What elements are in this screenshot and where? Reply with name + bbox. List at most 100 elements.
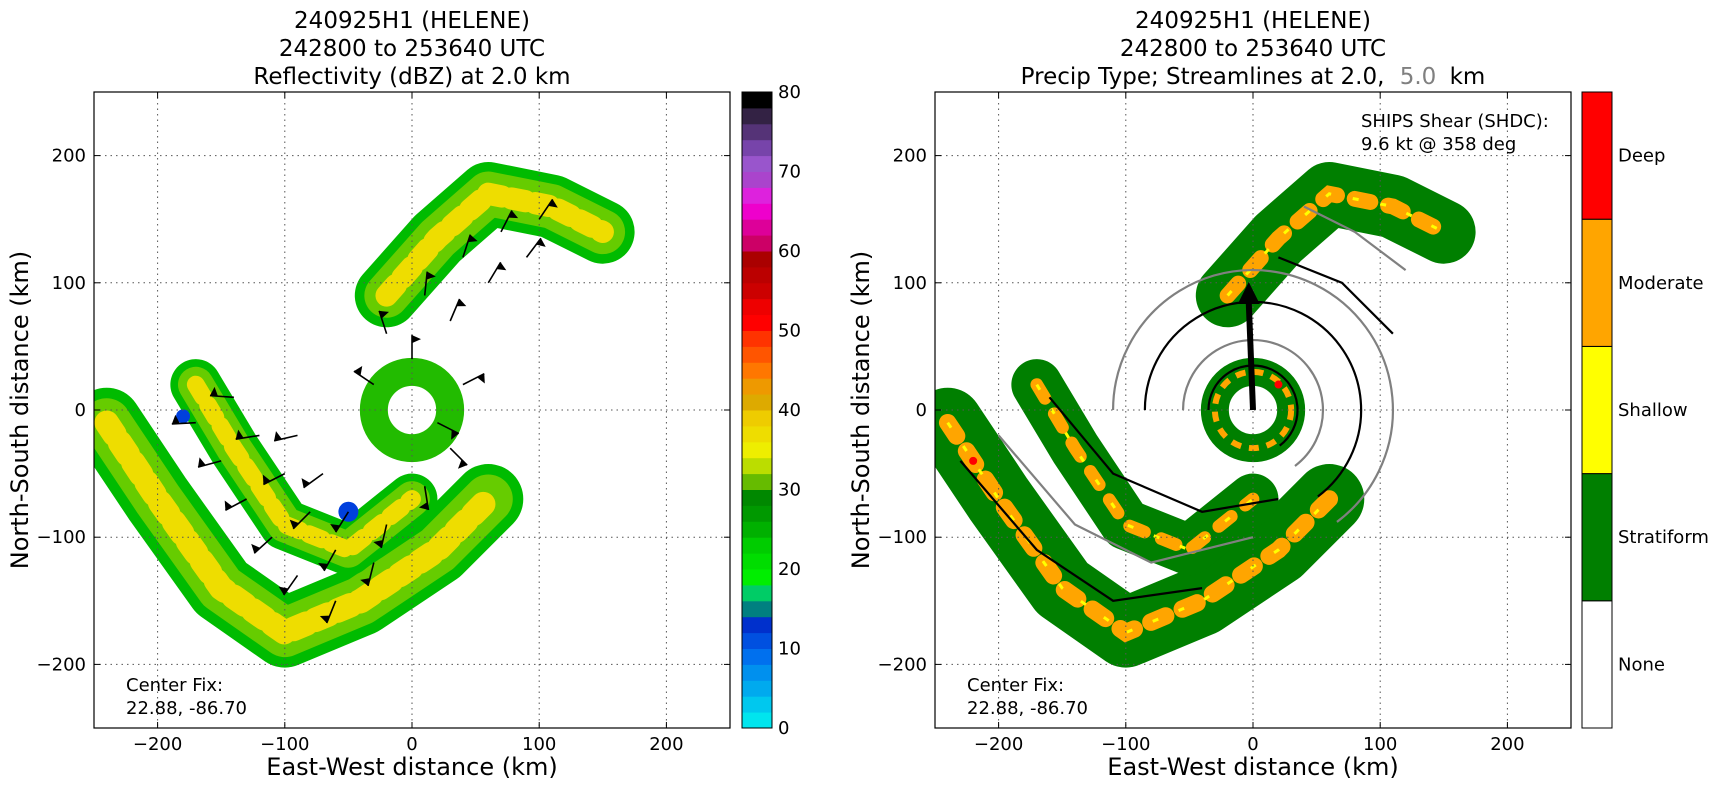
rainband-core <box>186 375 421 559</box>
wind-barb <box>251 536 273 554</box>
right-axis-ticks: −200 −100 0 100 200 −200 −100 0 100 200 <box>878 92 1571 755</box>
colorbar-swatch <box>742 489 772 506</box>
wind-barb-flag <box>262 474 271 485</box>
wind-barb-flag <box>418 502 429 511</box>
colorbar-swatch <box>742 584 772 602</box>
colorbar-swatch <box>742 473 772 490</box>
shear-vector <box>1237 281 1260 411</box>
wind-barb-shaft <box>283 574 299 596</box>
category-label: Stratiform <box>1618 527 1709 548</box>
colorbar-swatch <box>742 569 772 586</box>
right-title-line-2: 242800 to 253640 UTC <box>1120 36 1386 62</box>
wind-barb-shaft <box>423 271 429 296</box>
colorbar-swatch <box>742 410 772 427</box>
wind-barb-flag <box>353 365 363 376</box>
wind-barb-shaft <box>325 600 337 624</box>
wind-barb-shaft <box>462 234 472 258</box>
wind-barb-flag <box>251 543 261 554</box>
wind-barb <box>437 421 460 440</box>
shear-note-line-2: 9.6 kt @ 358 deg <box>1361 134 1516 155</box>
wind-barb <box>289 511 311 530</box>
colorbar-tick-label: 50 <box>778 321 801 342</box>
colorbar-swatch <box>742 139 772 157</box>
left-center-fix-label: Center Fix: <box>126 675 223 696</box>
wind-barb-flag <box>451 429 459 440</box>
colorbar-swatch <box>742 457 772 475</box>
y-tick-label: 200 <box>893 146 927 167</box>
wind-barb <box>462 372 485 386</box>
wind-barb-flag <box>457 459 468 469</box>
wind-barb-flag <box>318 563 328 571</box>
wind-barb-flag <box>209 386 218 397</box>
y-tick-label: 200 <box>52 146 86 167</box>
wind-barb <box>330 511 350 533</box>
colorbar-swatch <box>742 394 772 411</box>
wind-barb <box>353 365 375 386</box>
x-tick-label: −200 <box>974 734 1023 755</box>
category-swatch <box>1581 218 1613 347</box>
wind-barb <box>411 335 421 360</box>
wind-barb-flag <box>198 457 206 468</box>
wind-barb-flag <box>289 519 299 529</box>
x-tick-label: 200 <box>649 734 683 755</box>
colorbar-swatch <box>742 282 772 300</box>
y-tick-label: −200 <box>878 654 927 675</box>
colorbar-swatch <box>742 235 772 252</box>
wind-barb-flag <box>278 586 289 596</box>
wind-barb <box>197 457 222 468</box>
eyewall <box>359 357 465 463</box>
left-x-axis-label: East-West distance (km) <box>266 753 557 781</box>
precip-type-colorbar: None Stratiform Shallow Moderate Deep <box>1581 91 1709 729</box>
wind-barb-flag <box>224 500 233 511</box>
colorbar-swatch <box>742 219 772 236</box>
wind-barb-shaft <box>500 210 513 233</box>
colorbar-swatch <box>742 330 772 347</box>
left-y-axis-label: North-South distance (km) <box>6 251 34 570</box>
wind-barb <box>318 549 337 572</box>
wind-barb <box>278 574 299 596</box>
wind-barb-shaft <box>487 261 502 284</box>
category-label: Deep <box>1618 146 1665 167</box>
wind-barb <box>538 198 558 220</box>
right-panel: 240925H1 (HELENE) 242800 to 253640 UTC P… <box>847 8 1709 781</box>
right-title-line-1: 240925H1 (HELENE) <box>1135 8 1371 34</box>
wind-barb-shaft <box>437 421 460 435</box>
colorbar-tick-label: 20 <box>778 559 801 580</box>
streamline <box>1303 205 1407 271</box>
right-title-line-3-main: Precip Type; Streamlines at 2.0, <box>1021 64 1385 90</box>
y-tick-label: 0 <box>75 400 86 421</box>
wind-barb-shaft <box>209 394 234 399</box>
colorbar-swatch <box>742 155 772 172</box>
colorbar-swatch <box>742 712 772 729</box>
wind-barb-shaft <box>538 198 554 220</box>
colorbar-swatch <box>742 664 772 681</box>
colorbar-tick-label: 60 <box>778 241 801 262</box>
colorbar-swatch <box>742 553 772 570</box>
colorbar-swatch <box>742 203 772 220</box>
colorbar-swatch <box>742 171 772 188</box>
colorbar-swatch <box>742 441 772 459</box>
colorbar-swatch <box>742 107 772 125</box>
streamline <box>997 434 1254 564</box>
y-tick-label: −200 <box>37 654 86 675</box>
wind-barb-shaft <box>380 524 388 549</box>
category-swatch <box>1581 600 1613 729</box>
x-tick-label: 0 <box>406 734 417 755</box>
shear-arrow-shaft <box>1245 301 1256 411</box>
left-title-line-1: 240925H1 (HELENE) <box>294 8 530 34</box>
colorbar-tick-label: 30 <box>778 480 801 501</box>
y-tick-label: −100 <box>878 527 927 548</box>
wind-barb <box>418 486 430 511</box>
wind-barb <box>423 271 436 296</box>
wind-barb <box>171 414 196 425</box>
category-label: None <box>1618 654 1665 675</box>
y-tick-label: 100 <box>52 273 86 294</box>
wind-barb <box>273 431 298 442</box>
low-reflectivity-patch <box>338 501 359 522</box>
wind-barb-flag <box>274 431 282 441</box>
streamlines <box>959 205 1407 602</box>
colorbar-swatch <box>742 632 772 649</box>
left-center-fix-value: 22.88, -86.70 <box>126 698 247 719</box>
left-grid <box>94 92 730 728</box>
wind-barb-flag <box>467 234 478 243</box>
